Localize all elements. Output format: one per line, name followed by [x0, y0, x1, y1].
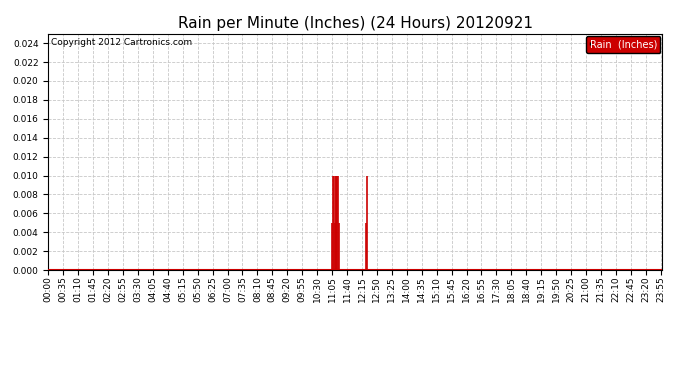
Text: Copyright 2012 Cartronics.com: Copyright 2012 Cartronics.com [51, 39, 193, 48]
Title: Rain per Minute (Inches) (24 Hours) 20120921: Rain per Minute (Inches) (24 Hours) 2012… [178, 16, 533, 31]
Legend: Rain  (Inches): Rain (Inches) [586, 36, 660, 52]
